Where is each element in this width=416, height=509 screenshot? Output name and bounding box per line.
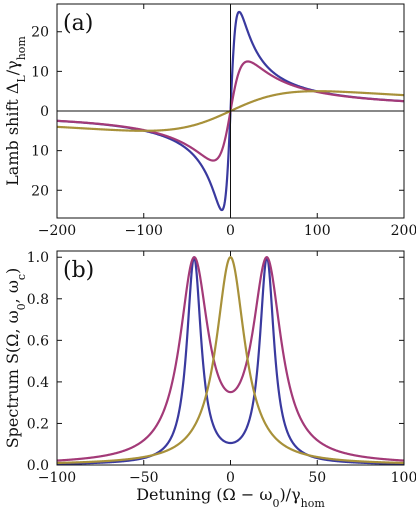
y-tick-label: 10 bbox=[31, 64, 49, 80]
panel-b-series-olive-line bbox=[56, 256, 405, 465]
panel-b-y-axis-label: Spectrum S(Ω, ω0, ωc) bbox=[3, 268, 28, 449]
x-tick-label: −100 bbox=[125, 223, 163, 239]
panel-b-x-axis-label: Detuning (Ω − ω0)/γhom bbox=[136, 485, 325, 509]
x-tick-label: 0 bbox=[226, 223, 235, 239]
y-tick-label: 1.0 bbox=[27, 250, 49, 266]
panel-b-series-magenta-line bbox=[56, 256, 405, 462]
y-tick-label: 0.4 bbox=[27, 375, 49, 391]
y-tick-label: 0.8 bbox=[27, 292, 49, 308]
panel-b-spectrum: −100 −50 0 50 100 0.0 0.2 0.4 0.6 0.8 1.0 (b) Spec… bbox=[3, 250, 416, 509]
y-tick-label: 0 bbox=[40, 104, 49, 120]
x-tick-label: 0 bbox=[226, 470, 235, 486]
y-tick-label: 20 bbox=[31, 183, 49, 199]
x-tick-label: −50 bbox=[129, 470, 159, 486]
panel-b-series-blue-line bbox=[56, 256, 405, 465]
panel-b-frame bbox=[56, 250, 405, 466]
x-tick-label: 200 bbox=[391, 223, 416, 239]
panel-b-label: (b) bbox=[63, 258, 94, 283]
y-tick-label: 10 bbox=[31, 144, 49, 160]
panel-b-plot-area bbox=[56, 256, 405, 465]
y-tick-label: 0.6 bbox=[27, 333, 49, 349]
panel-a-label: (a) bbox=[63, 11, 93, 36]
y-tick-label: 20 bbox=[31, 25, 49, 41]
panel-b-ticks: −100 −50 0 50 100 0.0 0.2 0.4 0.6 0.8 1.0 bbox=[27, 250, 416, 486]
x-tick-label: −200 bbox=[38, 223, 76, 239]
x-tick-label: 100 bbox=[304, 223, 331, 239]
y-tick-label: 0.2 bbox=[27, 416, 49, 432]
panel-a-y-axis-label: Lamb shift ΔL/γhom bbox=[3, 36, 28, 186]
x-tick-label: 100 bbox=[391, 470, 416, 486]
x-tick-label: 50 bbox=[308, 470, 326, 486]
x-tick-label: −100 bbox=[38, 470, 76, 486]
y-tick-label: 0.0 bbox=[27, 458, 49, 474]
